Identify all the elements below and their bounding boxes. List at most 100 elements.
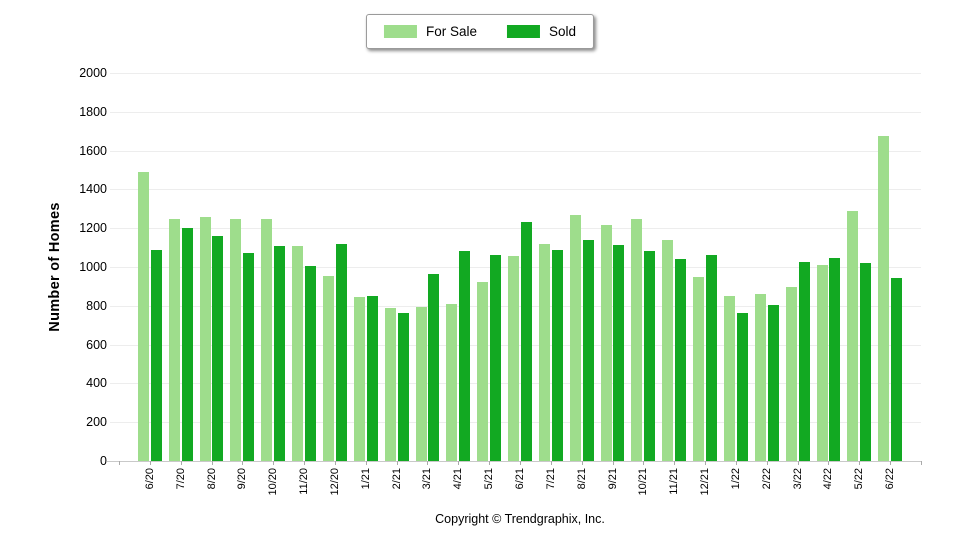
bar-for-sale: [816, 265, 828, 461]
bar-for-sale: [785, 287, 797, 461]
bar-sold: [274, 245, 286, 461]
bar-sold: [675, 259, 687, 461]
x-tick: [766, 461, 768, 465]
x-tick-label: 3/21: [421, 468, 434, 490]
bar-sold: [212, 235, 224, 461]
y-tick-label: 1600: [79, 143, 107, 158]
x-tick: [705, 461, 707, 465]
x-tick: [550, 461, 552, 465]
bar-for-sale: [137, 171, 149, 461]
bar-for-sale: [508, 256, 520, 461]
x-tick: [458, 461, 460, 465]
plot-area: 0 200 400 600 800 1000 1200 1400 1600 1800 2000 6/2…: [79, 66, 922, 496]
x-tick-label: 1/21: [359, 468, 372, 490]
x-tick: [520, 461, 521, 465]
gridline: [110, 228, 921, 230]
x-tick-label: 5/22: [853, 468, 866, 490]
x-tick-label: 8/21: [575, 468, 588, 490]
bar-sold: [736, 312, 748, 461]
bar-sold: [304, 266, 316, 461]
x-tick: [797, 461, 799, 465]
bar-for-sale: [477, 281, 489, 461]
y-tick-label: 0: [100, 454, 107, 468]
bar-sold: [428, 273, 440, 461]
x-tick-label: 7/20: [174, 468, 187, 490]
legend: For Sale Sold: [365, 14, 595, 49]
bar-sold: [767, 304, 779, 461]
x-tick: [119, 461, 120, 465]
x-tick-label: 1/22: [729, 468, 742, 490]
x-tick-label: 2/22: [760, 468, 773, 490]
y-tick-label: 1800: [79, 104, 107, 119]
bar-for-sale: [724, 296, 736, 461]
bar-sold: [829, 258, 841, 461]
bar-for-sale: [415, 306, 427, 461]
legend-item-sold: Sold: [507, 25, 576, 38]
bar-sold: [181, 228, 193, 461]
x-tick-label: 2/21: [390, 468, 403, 490]
bar-for-sale: [569, 214, 581, 461]
x-tick-label: 12/21: [699, 468, 712, 496]
x-tick: [334, 461, 336, 465]
bar-sold: [243, 253, 255, 461]
bar-for-sale: [847, 210, 859, 461]
bar-sold: [582, 239, 594, 461]
x-tick-label: 7/21: [544, 468, 557, 490]
bar-sold: [520, 222, 532, 461]
x-tick: [859, 461, 861, 465]
bar-sold: [613, 244, 625, 461]
bar-for-sale: [230, 218, 242, 461]
bar-for-sale: [384, 307, 396, 461]
x-tick: [180, 461, 182, 465]
y-tick-label: 1200: [79, 221, 107, 236]
y-tick-label: 400: [86, 376, 107, 391]
x-tick-label: 12/20: [328, 468, 341, 496]
x-tick: [427, 461, 429, 465]
bar-sold: [397, 312, 409, 461]
gridline: [110, 150, 921, 152]
x-tick: [211, 461, 213, 465]
x-tick: [921, 461, 922, 465]
bar-sold: [798, 262, 810, 461]
x-tick: [365, 461, 367, 465]
x-tick-label: 10/21: [637, 468, 650, 496]
bar-for-sale: [754, 294, 766, 461]
x-tick: [581, 461, 583, 465]
bar-sold: [459, 250, 471, 461]
bar-for-sale: [323, 275, 335, 461]
x-tick-label: 11/20: [298, 468, 311, 495]
bar-sold: [150, 249, 162, 461]
x-tick-label: 4/22: [822, 468, 835, 490]
x-tick-label: 6/20: [143, 468, 156, 490]
gridline: [110, 189, 921, 191]
bar-sold: [551, 249, 563, 461]
x-tick-label: 6/21: [514, 468, 526, 490]
x-tick: [735, 461, 737, 465]
bar-sold: [891, 277, 903, 461]
legend-label-sold: Sold: [549, 24, 577, 39]
x-tick: [273, 461, 275, 465]
bar-for-sale: [292, 245, 304, 461]
x-tick: [242, 461, 244, 465]
x-axis-line: [107, 461, 921, 462]
bar-for-sale: [662, 239, 674, 461]
y-tick-label: 1000: [79, 260, 107, 274]
bar-sold: [490, 255, 502, 461]
x-tick: [674, 461, 676, 465]
bar-for-sale: [261, 219, 273, 461]
x-tick: [612, 461, 614, 465]
x-tick: [489, 461, 491, 465]
x-tick-label: 4/21: [452, 468, 465, 490]
gridline: [110, 111, 921, 113]
x-tick-label: 11/21: [668, 468, 681, 495]
y-tick-label: 200: [86, 415, 107, 430]
bar-for-sale: [168, 219, 180, 461]
x-tick-label: 10/20: [267, 468, 280, 496]
x-tick: [149, 461, 151, 465]
x-tick: [828, 461, 830, 465]
gridline: [110, 73, 921, 74]
bar-for-sale: [693, 276, 705, 461]
bar-sold: [366, 296, 378, 461]
bar-for-sale: [600, 225, 612, 461]
